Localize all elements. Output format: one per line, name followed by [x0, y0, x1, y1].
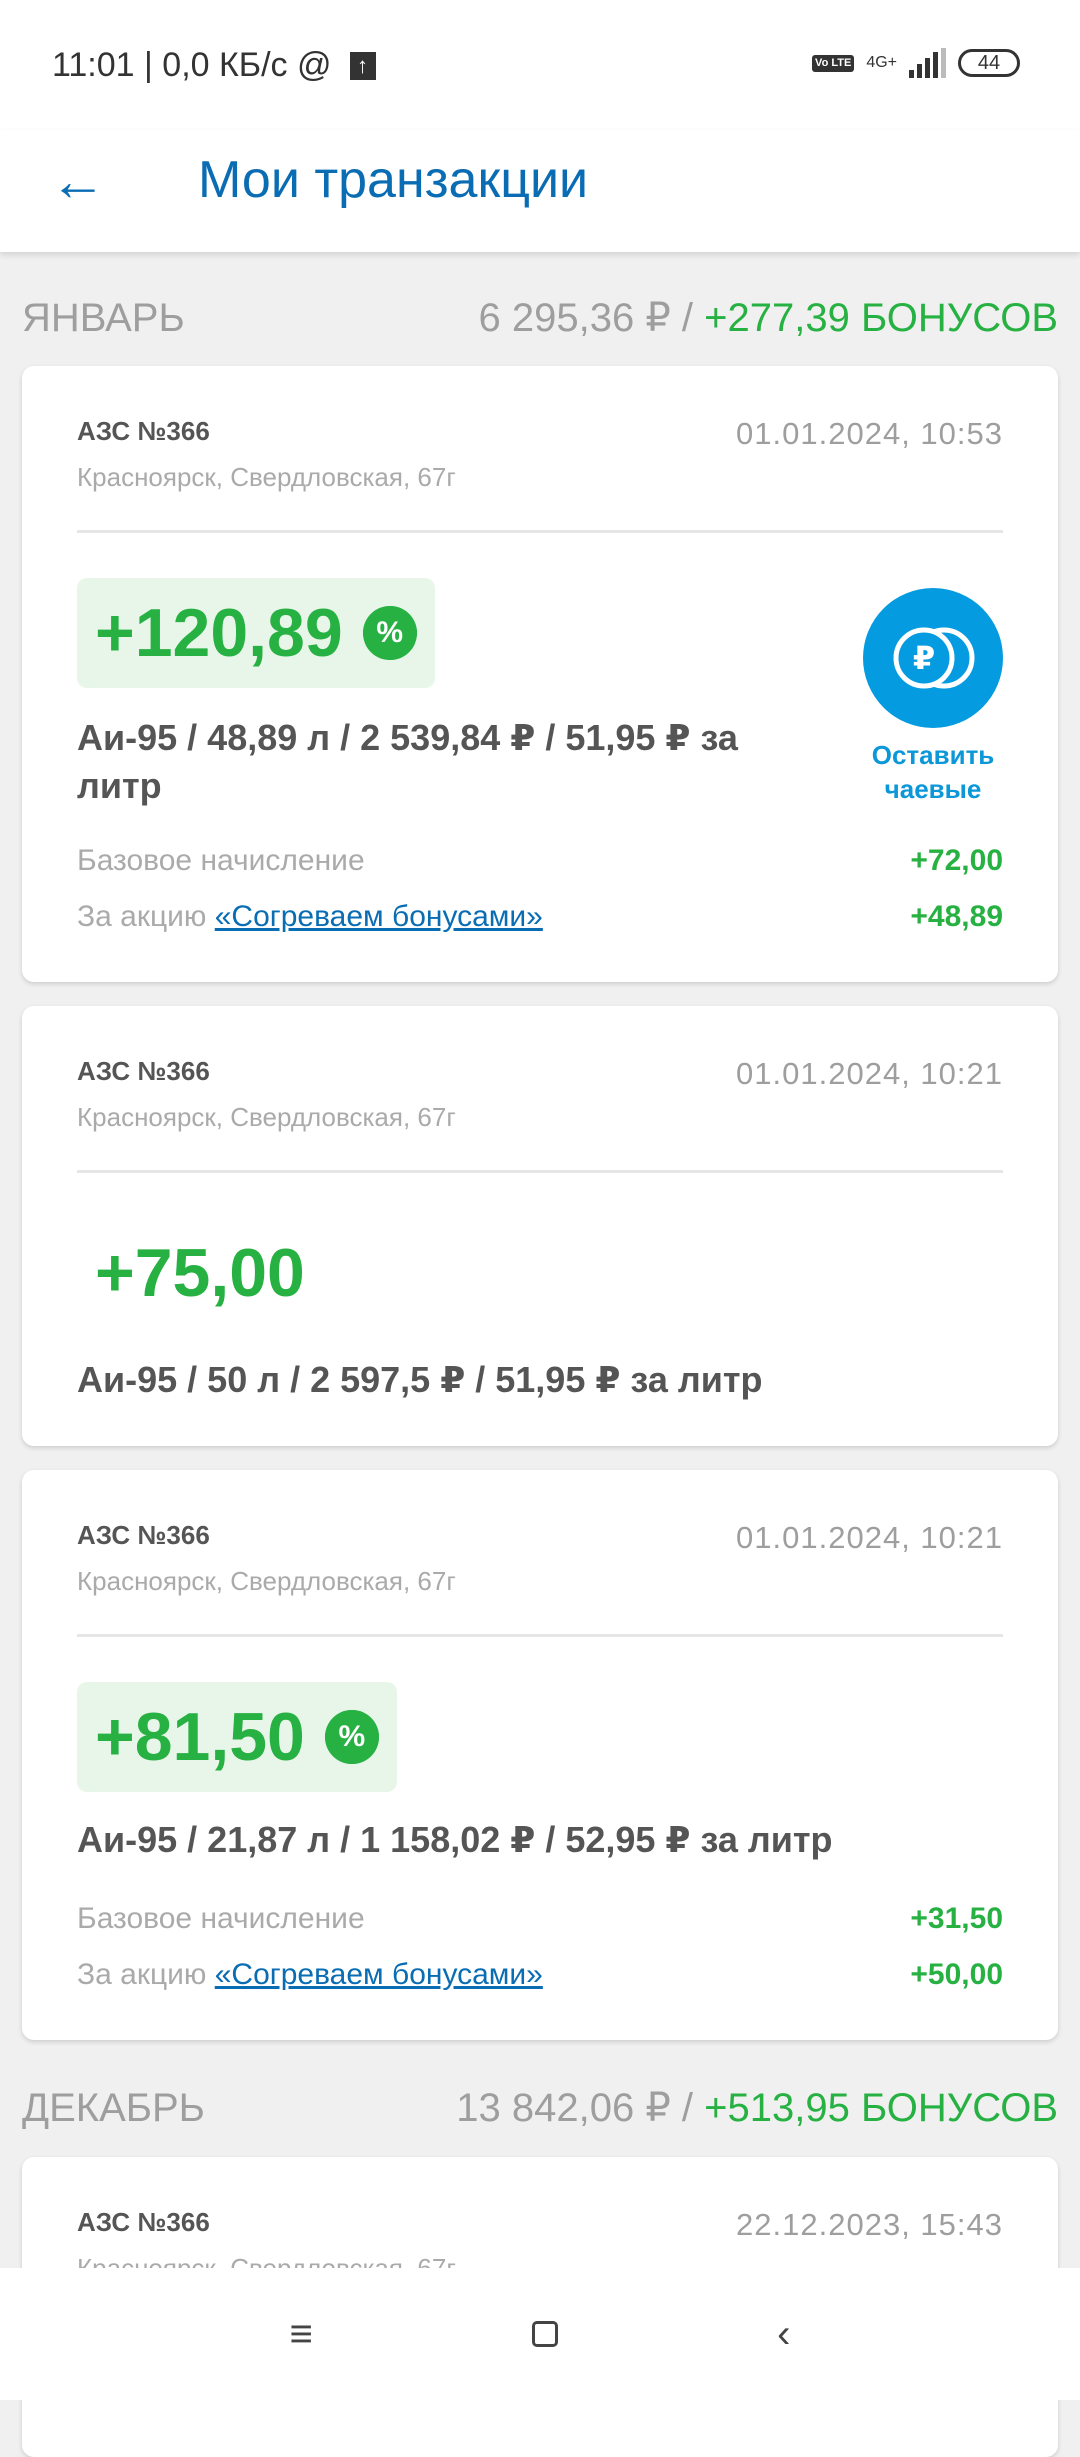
page-title: Мои транзакции: [198, 151, 589, 209]
transaction-date: 01.01.2024, 10:21: [736, 1520, 1003, 1555]
station-address: Красноярск, Свердловская, 67г: [77, 1566, 456, 1596]
back-icon[interactable]: ‹: [777, 2311, 791, 2356]
station-name: АЗС №366: [77, 1056, 210, 1086]
station-address: Красноярск, Свердловская, 67г: [77, 1102, 456, 1132]
battery-icon: 44: [958, 49, 1020, 77]
fuel-details: Аи-95 / 21,87 л / 1 158,02 ₽ / 52,95 ₽ з…: [77, 1819, 833, 1860]
transaction-date: 01.01.2024, 10:21: [736, 1056, 1003, 1091]
bonus-amount: +120,89%: [77, 578, 435, 688]
divider: [77, 1170, 1003, 1173]
svg-text:₽: ₽: [913, 639, 935, 677]
bonus-amount: +81,50%: [77, 1682, 397, 1792]
leave-tip-button[interactable]: ₽ Оставить чаевые: [863, 588, 1003, 806]
base-accrual-row: Базовое начисление +72,00: [77, 844, 1003, 877]
transaction-card[interactable]: АЗС №366 01.01.2024, 10:21 Красноярск, С…: [22, 1006, 1058, 1446]
promo-link[interactable]: «Согреваем бонусами»: [214, 1958, 543, 1991]
menu-icon[interactable]: ≡: [289, 2311, 313, 2356]
divider: [77, 530, 1003, 533]
home-icon[interactable]: [532, 2321, 558, 2347]
status-bar: 11:01 | 0,0 КБ/с @ ↑ Vo LTE 4G+ 44: [0, 0, 1080, 130]
transaction-date: 22.12.2023, 15:43: [736, 2207, 1003, 2242]
app-bar: ← Мои транзакции: [0, 130, 1080, 252]
fuel-details: Аи-95 / 48,89 л / 2 539,84 ₽ / 51,95 ₽ з…: [77, 717, 738, 806]
divider: [77, 1634, 1003, 1637]
station-name: АЗС №366: [77, 1520, 210, 1550]
station-address: Красноярск, Свердловская, 67г: [77, 462, 456, 492]
percent-badge-icon: %: [362, 606, 417, 660]
back-arrow-icon[interactable]: ←: [50, 149, 106, 212]
station-name: АЗС №366: [77, 416, 210, 446]
percent-badge-icon: %: [324, 1710, 379, 1764]
upload-icon: ↑: [349, 52, 376, 80]
promo-accrual-row: За акцию «Согреваем бонусами» +48,89: [77, 900, 1003, 933]
station-name: АЗС №366: [77, 2207, 210, 2237]
status-time: 11:01 | 0,0 КБ/с @ ↑: [52, 46, 376, 85]
system-nav-bar: ≡ ‹: [0, 2268, 1080, 2400]
base-accrual-row: Базовое начисление +31,50: [77, 1902, 1003, 1935]
bonus-amount: +75,00: [95, 1235, 305, 1311]
network-type: 4G+: [866, 54, 897, 71]
coins-icon: ₽: [893, 627, 975, 689]
fuel-details: Аи-95 / 50 л / 2 597,5 ₽ / 51,95 ₽ за ли…: [77, 1359, 763, 1400]
transaction-date: 01.01.2024, 10:53: [736, 416, 1003, 451]
transaction-card[interactable]: АЗС №366 01.01.2024, 10:53 Красноярск, С…: [22, 366, 1058, 982]
promo-link[interactable]: «Согреваем бонусами»: [214, 900, 543, 933]
promo-accrual-row: За акцию «Согреваем бонусами» +50,00: [77, 1958, 1003, 1991]
volte-icon: Vo LTE: [812, 54, 855, 72]
transaction-card[interactable]: АЗС №366 01.01.2024, 10:21 Красноярск, С…: [22, 1470, 1058, 2040]
month-header-december: ДЕКАБРЬ 13 842,06 ₽ / +513,95 БОНУСОВ: [22, 2085, 1058, 2131]
month-header-january: ЯНВАРЬ 6 295,36 ₽ / +277,39 БОНУСОВ: [22, 295, 1058, 341]
signal-icon: [909, 48, 946, 78]
